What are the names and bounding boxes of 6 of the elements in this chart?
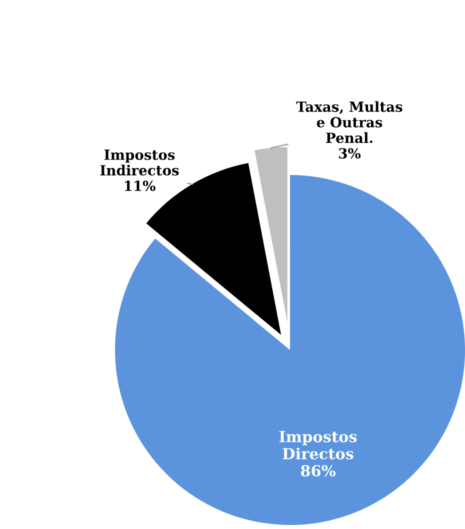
slice-label: Impostos Directos (279, 430, 357, 460)
data-label: 3% (339, 148, 361, 159)
slice-label: Impostos Indirectos (100, 150, 179, 176)
slice-label: Taxas, Multas e Outras Penal. (296, 101, 402, 144)
data-label: 11% (124, 180, 156, 192)
data-label: 86% (300, 464, 336, 477)
